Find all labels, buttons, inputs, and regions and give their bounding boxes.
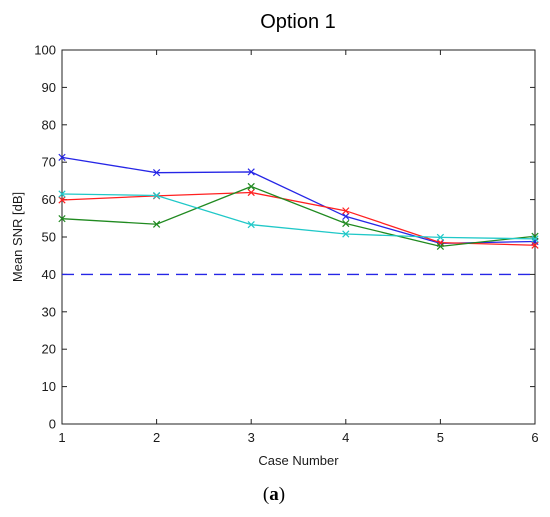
series-1-marker: [247, 168, 255, 176]
y-tick-label: 20: [42, 342, 56, 357]
series-4-marker: [247, 221, 255, 229]
series-3-marker: [247, 182, 255, 191]
y-tick-label: 70: [42, 155, 56, 170]
x-tick-label: 1: [58, 430, 65, 445]
x-tick-label: 3: [248, 430, 255, 445]
x-tick-label: 5: [437, 430, 444, 445]
y-axis-label: Mean SNR [dB]: [10, 192, 25, 282]
series-2-marker: [247, 188, 255, 197]
caption-open: (: [263, 484, 269, 505]
series-4-marker: [58, 190, 66, 198]
figure-caption: (a): [263, 484, 285, 505]
series-1-marker: [342, 212, 350, 221]
series-3-marker: [152, 220, 161, 228]
series-3-marker: [342, 219, 350, 228]
y-tick-label: 60: [42, 192, 56, 207]
y-tick-label: 90: [42, 80, 56, 95]
series-1-marker: [152, 169, 161, 177]
series-4-marker: [152, 191, 161, 200]
series-line-4: [61, 193, 536, 240]
caption-close: ): [279, 484, 285, 505]
y-tick-label: 30: [42, 304, 56, 319]
x-tick-label: 4: [342, 430, 349, 445]
plot-area: 0 10 20 30 40 50 60 70 80 90 100 1 2 3 4 5 6: [34, 43, 539, 445]
y-tick-label: 0: [49, 417, 56, 432]
series-2-marker: [58, 196, 66, 204]
series-4-marker: [436, 233, 445, 241]
series-4-marker: [342, 230, 350, 238]
y-tick-label: 80: [42, 117, 56, 132]
y-tick-label: 10: [42, 379, 56, 394]
series-3-marker: [58, 215, 66, 223]
x-axis-label: Case Number: [258, 453, 339, 468]
series-line-2: [61, 191, 536, 246]
series-3-marker: [436, 242, 445, 250]
caption-letter: a: [269, 484, 279, 505]
chart-title: Option 1: [260, 11, 336, 33]
plot-frame: [61, 49, 536, 425]
series-4-marker: [531, 235, 539, 243]
series-1-marker: [58, 153, 66, 161]
series-2-marker: [531, 241, 539, 249]
y-tick-label: 40: [42, 267, 56, 282]
x-tick-label: 6: [531, 430, 538, 445]
y-tick-label: 50: [42, 230, 56, 245]
series-2-marker: [342, 207, 350, 215]
y-tick-label: 100: [34, 43, 56, 58]
series-line-3: [61, 185, 536, 248]
x-tick-label: 2: [153, 430, 160, 445]
